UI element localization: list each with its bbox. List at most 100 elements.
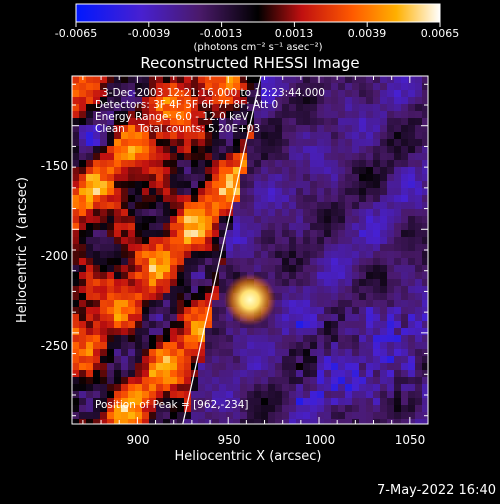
heatmap-cell <box>240 209 248 217</box>
heatmap-cell <box>352 307 360 315</box>
heatmap-cell <box>135 132 143 140</box>
heatmap-cell <box>226 223 234 231</box>
heatmap-cell <box>107 279 115 287</box>
heatmap-cell <box>114 167 122 175</box>
heatmap-cell <box>345 160 353 168</box>
heatmap-cell <box>135 300 143 308</box>
heatmap-cell <box>114 307 122 315</box>
heatmap-cell <box>163 398 171 406</box>
heatmap-cell <box>387 132 395 140</box>
heatmap-cell <box>184 153 192 161</box>
heatmap-cell <box>170 391 178 399</box>
heatmap-cell <box>275 118 283 126</box>
heatmap-cell <box>408 272 416 280</box>
heatmap-cell <box>205 223 213 231</box>
heatmap-cell <box>86 349 94 357</box>
heatmap-cell <box>247 237 255 245</box>
heatmap-cell <box>121 111 129 119</box>
heatmap-cell <box>331 181 339 189</box>
heatmap-cell <box>100 132 108 140</box>
heatmap-cell <box>233 90 241 98</box>
heatmap-cell <box>422 104 428 112</box>
heatmap-cell <box>163 146 171 154</box>
heatmap-cell <box>408 146 416 154</box>
heatmap-cell <box>331 342 339 350</box>
heatmap-cell <box>212 419 220 424</box>
heatmap-cell <box>79 188 87 196</box>
heatmap-cell <box>156 237 164 245</box>
heatmap-cell <box>135 321 143 329</box>
heatmap-cell <box>422 356 428 364</box>
heatmap-cell <box>142 258 150 266</box>
heatmap-cell <box>338 384 346 392</box>
heatmap-cell <box>100 405 108 413</box>
heatmap-cell <box>247 174 255 182</box>
heatmap-cell <box>345 132 353 140</box>
heatmap-cell <box>380 111 388 119</box>
heatmap-cell <box>331 279 339 287</box>
heatmap-cell <box>303 195 311 203</box>
heatmap-cell <box>142 181 150 189</box>
heatmap-cell <box>275 377 283 385</box>
heatmap-cell <box>212 146 220 154</box>
heatmap-cell <box>303 363 311 371</box>
heatmap-cell <box>233 174 241 182</box>
heatmap-cell <box>275 83 283 91</box>
heatmap-cell <box>212 90 220 98</box>
heatmap-cell <box>100 76 108 84</box>
heatmap-cell <box>282 307 290 315</box>
heatmap-cell <box>170 405 178 413</box>
heatmap-cell <box>114 412 122 420</box>
heatmap-cell <box>338 419 346 424</box>
x-tick-label: 1050 <box>395 433 426 447</box>
heatmap-cell <box>324 181 332 189</box>
heatmap-cell <box>401 286 409 294</box>
heatmap-cell <box>219 314 227 322</box>
heatmap-cell <box>226 314 234 322</box>
heatmap-cell <box>415 174 423 182</box>
heatmap-cell <box>142 300 150 308</box>
heatmap-cell <box>79 293 87 301</box>
heatmap-cell <box>114 293 122 301</box>
heatmap-cell <box>156 363 164 371</box>
heatmap-cell <box>135 342 143 350</box>
heatmap-cell <box>205 419 213 424</box>
heatmap-cell <box>247 167 255 175</box>
heatmap-cell <box>79 90 87 98</box>
heatmap-cell <box>254 83 262 91</box>
heatmap-cell <box>247 195 255 203</box>
heatmap-cell <box>387 251 395 259</box>
heatmap-cell <box>380 300 388 308</box>
heatmap-cell <box>233 167 241 175</box>
heatmap-cell <box>331 398 339 406</box>
heatmap-cell <box>422 237 428 245</box>
heatmap-cell <box>93 321 101 329</box>
heatmap-cell <box>156 125 164 133</box>
heatmap-cell <box>226 216 234 224</box>
heatmap-cell <box>310 398 318 406</box>
heatmap-cell <box>415 111 423 119</box>
heatmap-cell <box>296 321 304 329</box>
heatmap-cell <box>121 139 129 147</box>
heatmap-cell <box>282 300 290 308</box>
heatmap-cell <box>324 398 332 406</box>
heatmap-cell <box>170 300 178 308</box>
heatmap-cell <box>338 286 346 294</box>
heatmap-cell <box>324 153 332 161</box>
heatmap-cell <box>254 153 262 161</box>
heatmap-cell <box>142 237 150 245</box>
heatmap-cell <box>93 265 101 273</box>
heatmap-cell <box>394 118 402 126</box>
heatmap-cell <box>345 216 353 224</box>
heatmap-cell <box>191 377 199 385</box>
heatmap-cell <box>296 188 304 196</box>
heatmap-cell <box>100 307 108 315</box>
heatmap-cell <box>338 216 346 224</box>
heatmap-cell <box>107 335 115 343</box>
heatmap-cell <box>114 202 122 210</box>
heatmap-cell <box>408 237 416 245</box>
heatmap-cell <box>345 244 353 252</box>
heatmap-cell <box>128 328 136 336</box>
heatmap-cell <box>240 83 248 91</box>
